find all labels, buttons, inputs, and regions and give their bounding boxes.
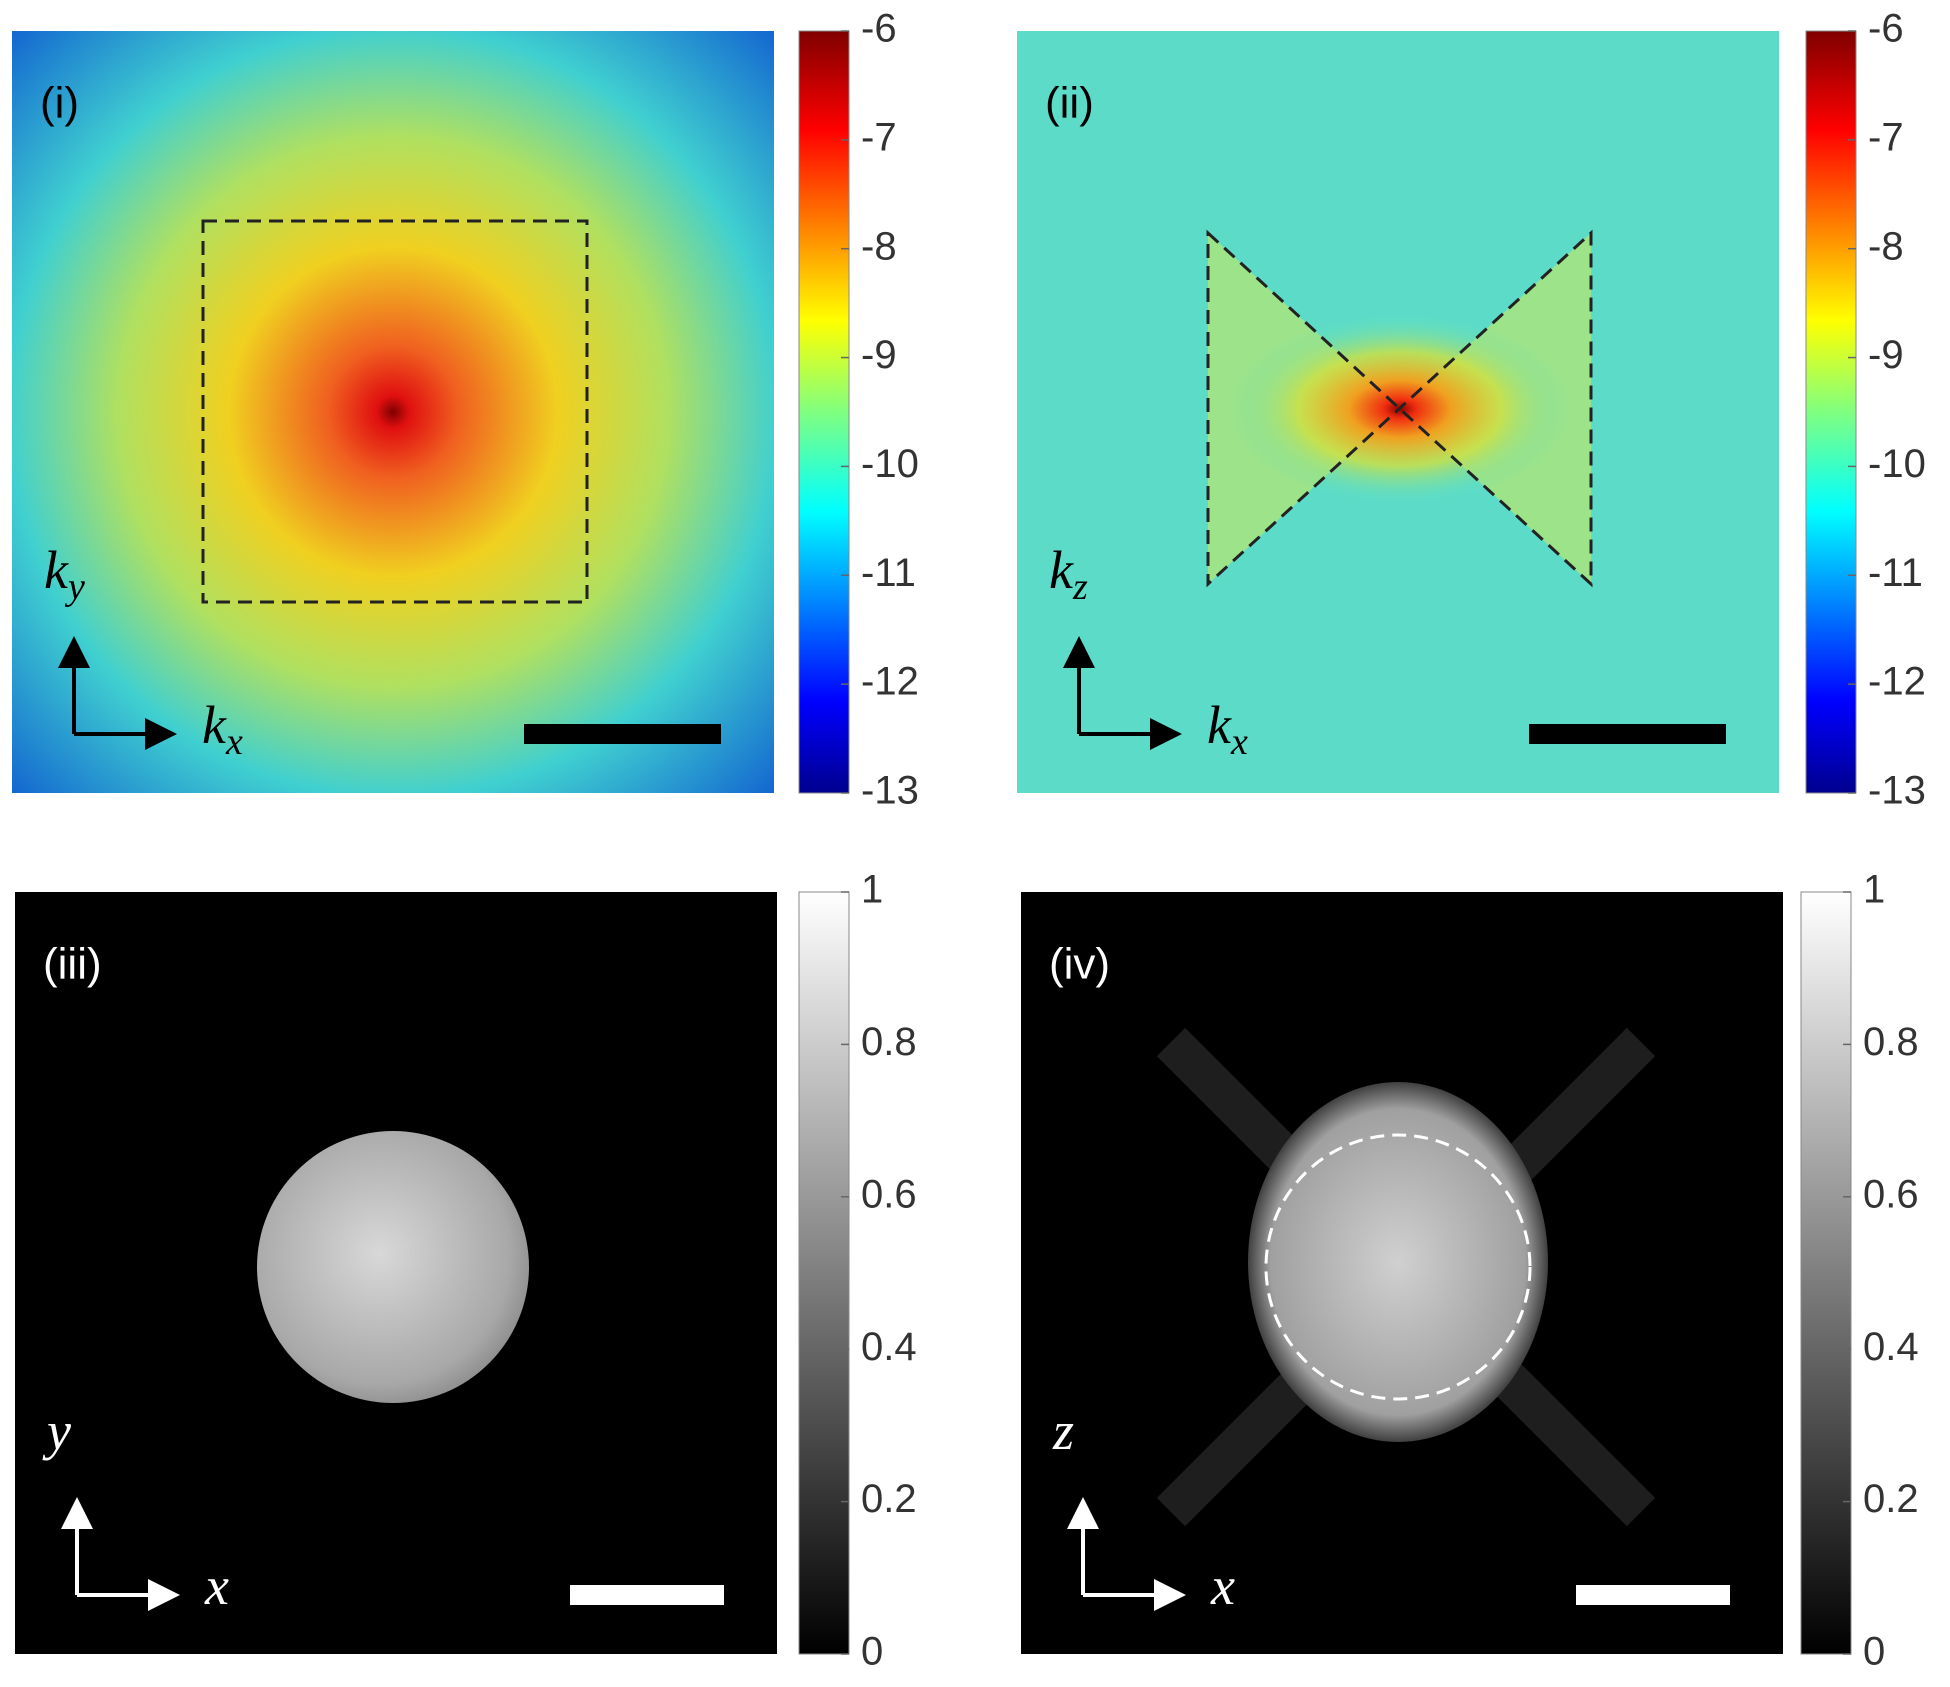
colorbar-tick-label: -13	[861, 769, 919, 813]
colorbar-tick-label: -10	[861, 442, 919, 486]
panel: (iii) y x 0 0.2 0.4 0.6 0.8 1	[15, 868, 917, 1674]
colorbar-tick-label: 0.4	[1863, 1325, 1919, 1369]
colorbar	[798, 891, 850, 1655]
scale-bar	[524, 724, 721, 744]
colorbar-tick-label: 1	[861, 868, 883, 912]
x-axis-label: x	[1210, 1556, 1235, 1616]
x-axis-label: kx	[1207, 695, 1248, 762]
panel-label: (ii)	[1045, 79, 1094, 128]
colorbar-tick-label: -10	[1868, 442, 1926, 486]
symbol: k	[202, 695, 227, 755]
colorbar-tick-label: 0.8	[1863, 1020, 1919, 1064]
y-axis-label: kz	[1049, 540, 1088, 607]
fit-circle	[1264, 1133, 1532, 1401]
symbol: x	[204, 1556, 229, 1616]
symbol: z	[1052, 1401, 1074, 1461]
colorbar-tick-label: -11	[1868, 551, 1923, 595]
colorbar	[798, 30, 850, 794]
x-axis-label: x	[204, 1556, 229, 1616]
colorbar-tick-label: -9	[1868, 333, 1904, 377]
roi-bowtie	[1206, 229, 1593, 588]
scale-bar	[1529, 724, 1726, 744]
colorbar-tick-label: 0.4	[861, 1325, 917, 1369]
colorbar-tick-label: -8	[1868, 224, 1904, 268]
colorbar	[1805, 30, 1857, 794]
scale-bar	[1576, 1585, 1730, 1605]
colorbar-tick-label: 0.8	[861, 1020, 917, 1064]
subscript: z	[1072, 566, 1088, 608]
panel: (iv) z x 0 0.2 0.4 0.6 0.8 1	[1021, 868, 1919, 1674]
colorbar-tick-label: -9	[861, 333, 897, 377]
colorbar-tick-label: -7	[861, 115, 897, 159]
colorbar-tick-label: -13	[1868, 769, 1926, 813]
colorbar-tick-label: -12	[861, 660, 919, 704]
particle	[1248, 1082, 1548, 1442]
roi-box	[201, 219, 589, 604]
colorbar-tick-label: 0.6	[1863, 1172, 1919, 1216]
colorbar-tick-label: -8	[861, 224, 897, 268]
colorbar-tick-label: 0.6	[861, 1172, 917, 1216]
colorbar	[1800, 891, 1852, 1655]
panel-label: (i)	[40, 79, 79, 128]
subscript: x	[1230, 721, 1248, 763]
scale-bar	[570, 1585, 724, 1605]
symbol: k	[44, 540, 69, 600]
y-axis-label: ky	[44, 540, 85, 607]
subscript: y	[64, 566, 85, 608]
colorbar-tick-label: -12	[1868, 660, 1926, 704]
image	[12, 31, 774, 793]
colorbar-tick-label: 0	[1863, 1630, 1885, 1674]
symbol: k	[1049, 540, 1074, 600]
panel-label: (iii)	[43, 940, 102, 989]
colorbar-tick-label: 1	[1863, 868, 1885, 912]
subscript: x	[225, 721, 243, 763]
particle	[257, 1131, 529, 1403]
y-axis-label: z	[1052, 1401, 1074, 1461]
symbol: x	[1210, 1556, 1235, 1616]
colorbar-tick-label: 0	[861, 1630, 883, 1674]
panel-label: (iv)	[1049, 940, 1110, 989]
symbol: k	[1207, 695, 1232, 755]
colorbar-tick-label: 0.2	[861, 1477, 917, 1521]
colorbar-tick-label: -6	[861, 7, 897, 51]
symbol: y	[42, 1401, 71, 1461]
x-axis-label: kx	[202, 695, 243, 762]
y-axis-label: y	[42, 1401, 71, 1461]
colorbar-tick-label: -7	[1868, 115, 1904, 159]
colorbar-tick-label: -11	[861, 551, 916, 595]
colorbar-tick-label: 0.2	[1863, 1477, 1919, 1521]
colorbar-tick-label: -6	[1868, 7, 1904, 51]
